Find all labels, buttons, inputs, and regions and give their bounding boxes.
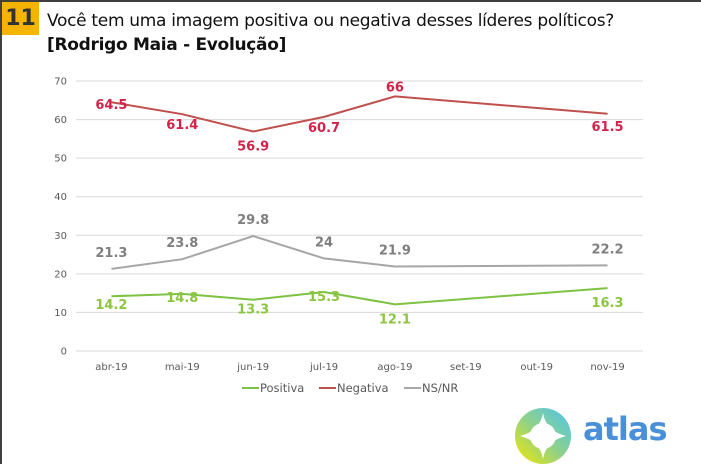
y-axis-ticks: 0 10 20 30 40 50 60 70	[54, 77, 67, 358]
legend-item: Negativa	[319, 381, 389, 395]
series-line-nsnr	[111, 235, 608, 270]
data-label: 21.9	[379, 244, 411, 259]
data-label: 60.7	[308, 121, 340, 136]
data-label: 21.3	[95, 246, 127, 261]
gridlines	[76, 80, 643, 352]
question-number-badge: 11	[2, 2, 39, 35]
y-tick-label: 30	[54, 231, 67, 242]
data-label: 61.5	[592, 120, 624, 135]
x-tick-label: ago-19	[377, 362, 412, 373]
data-label: 15.3	[308, 290, 340, 305]
atlas-logo-text: atlas	[583, 410, 667, 448]
series-lines	[111, 95, 608, 306]
data-label: 24	[315, 235, 333, 250]
x-tick-label: mai-19	[165, 362, 200, 373]
y-tick-label: 50	[54, 154, 67, 165]
data-label: 66	[386, 80, 404, 95]
y-tick-label: 60	[54, 115, 67, 126]
y-tick-label: 40	[54, 192, 67, 203]
data-label: 12.1	[379, 312, 411, 327]
legend-label: Negativa	[337, 381, 389, 395]
data-label: 61.4	[166, 118, 198, 133]
y-tick-label: 10	[54, 308, 67, 319]
series-line-positiva	[111, 287, 608, 306]
series-line-negativa	[111, 95, 608, 133]
data-label: 14.2	[95, 298, 127, 313]
chart-subtitle: [Rodrigo Maia - Evolução]	[47, 35, 287, 55]
legend-label: NS/NR	[422, 381, 458, 395]
data-label: 13.3	[237, 303, 269, 318]
chart-title: Você tem uma imagem positiva ou negativa…	[47, 11, 614, 31]
atlas-logo-icon	[515, 408, 571, 464]
data-label: 29.8	[237, 213, 269, 228]
legend-label: Positiva	[260, 381, 304, 395]
data-label: 14.8	[166, 291, 198, 306]
x-tick-label: jul-19	[309, 362, 338, 373]
legend-item: NS/NR	[404, 381, 458, 395]
x-axis-ticks: abr-19 mai-19 jun-19 jul-19 ago-19 set-19 out-…	[95, 362, 624, 373]
data-label: 16.3	[592, 296, 624, 311]
x-tick-label: nov-19	[590, 362, 624, 373]
x-tick-label: out-19	[520, 362, 553, 373]
data-label: 64.5	[95, 98, 127, 113]
y-tick-label: 20	[54, 269, 67, 280]
y-tick-label: 70	[54, 77, 67, 88]
x-tick-label: abr-19	[95, 362, 127, 373]
y-tick-label: 0	[61, 347, 67, 358]
data-label: 23.8	[166, 236, 198, 251]
data-label: 56.9	[237, 140, 269, 155]
legend-item: Positiva	[242, 381, 304, 395]
data-label: 22.2	[592, 242, 624, 257]
data-labels: 14.2 14.8 13.3 15.3 12.1 16.3 64.5 61.4 56.9 60.7…	[95, 80, 623, 327]
x-tick-label: jun-19	[236, 362, 269, 373]
legend: Positiva Negativa NS/NR	[242, 381, 458, 395]
x-tick-label: set-19	[450, 362, 482, 373]
